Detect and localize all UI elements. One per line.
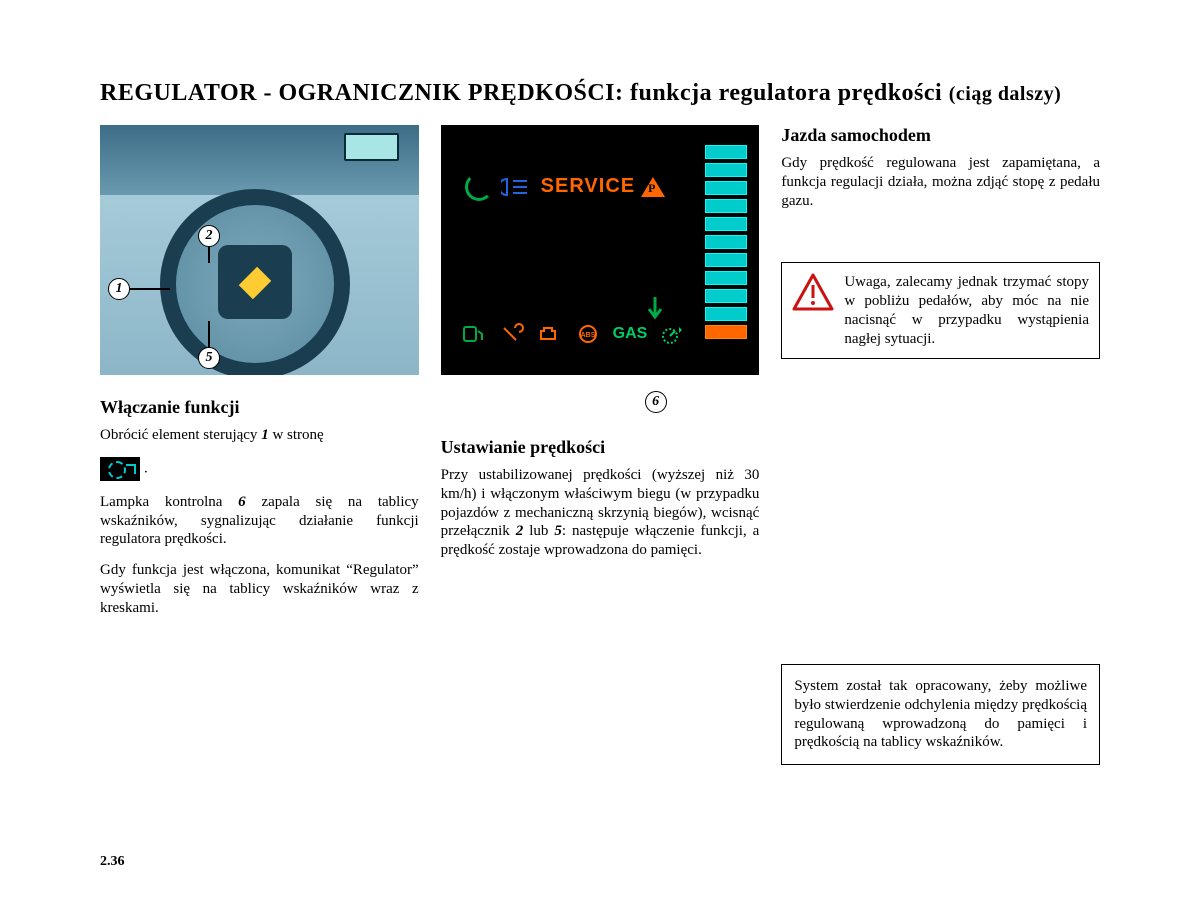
- col1-para-2: Lampka kontrolna 6 zapala się na tablicy…: [100, 493, 419, 549]
- col3-para-1: Gdy prędkość regulowana jest zapamiętana…: [781, 154, 1100, 210]
- column-2: SERVICE P: [441, 125, 760, 765]
- title-main: REGULATOR - OGRANICZNIK PRĘDKOŚCI: funkc…: [100, 80, 942, 106]
- svg-text:ABS: ABS: [580, 332, 595, 339]
- callout-badge-1: 1: [108, 278, 130, 300]
- service-row: SERVICE P: [541, 175, 665, 198]
- warning-box: Uwaga, zalecamy jednak trzymać stopy w p…: [781, 262, 1100, 359]
- col1-para-3: Gdy funkcja jest włączona, komunikat “Re…: [100, 561, 419, 617]
- column-1: 1 2 5 Włączanie funkcji Obrócić element …: [100, 125, 419, 765]
- bar-icon: [705, 217, 747, 231]
- icon-row: ABS GAS: [461, 323, 686, 345]
- cruise-speedometer-icon: [100, 457, 140, 481]
- info-box: System został tak opracowany, żeby możli…: [781, 664, 1100, 765]
- engine-icon: [537, 323, 563, 345]
- bar-icon: [705, 289, 747, 303]
- service-label: SERVICE: [541, 175, 635, 198]
- parking-warning-icon: P: [641, 177, 665, 197]
- col3-heading: Jazda samochodem: [781, 125, 1100, 146]
- indicator-icon: [465, 173, 493, 201]
- callout-line: [208, 245, 210, 263]
- wrench-icon: [499, 323, 525, 345]
- abs-icon: ABS: [575, 323, 601, 345]
- bar-icon: [705, 253, 747, 267]
- col2-heading: Ustawianie prędkości: [441, 437, 760, 458]
- high-beam-icon: [501, 175, 531, 199]
- page-title: REGULATOR - OGRANICZNIK PRĘDKOŚCI: funkc…: [100, 80, 1100, 107]
- content-columns: 1 2 5 Włączanie funkcji Obrócić element …: [100, 125, 1100, 765]
- col1-icon-line: .: [100, 457, 419, 481]
- dashboard-figure: SERVICE P: [441, 125, 760, 375]
- manual-page: REGULATOR - OGRANICZNIK PRĘDKOŚCI: funkc…: [0, 0, 1200, 805]
- col2-para-1: Przy ustabilizowanej prędkości (wyższej …: [441, 466, 760, 560]
- col1-heading: Włączanie funkcji: [100, 397, 419, 418]
- dash-screen: [344, 133, 399, 161]
- callout-badge-2: 2: [198, 225, 220, 247]
- column-3: Jazda samochodem Gdy prędkość regulowana…: [781, 125, 1100, 765]
- gas-label: GAS: [613, 325, 648, 343]
- page-number: 2.36: [100, 854, 125, 870]
- callout-badge-6: 6: [645, 391, 667, 413]
- bar-icon: [705, 307, 747, 321]
- cruise-indicator-icon: [659, 323, 685, 345]
- bar-icon: [705, 271, 747, 285]
- arrow-down-icon: [641, 295, 669, 323]
- bar-icon: [705, 235, 747, 249]
- fuel-icon: [461, 323, 487, 345]
- steering-wheel-figure: 1 2 5: [100, 125, 419, 375]
- title-suffix: (ciąg dalszy): [949, 83, 1062, 105]
- warning-triangle-icon: [792, 273, 834, 311]
- callout-badge-5: 5: [198, 347, 220, 369]
- bar-icon: [705, 181, 747, 195]
- callout-line: [208, 321, 210, 349]
- warning-text: Uwaga, zalecamy jednak trzymać stopy w p…: [844, 273, 1089, 348]
- bar-icon: [705, 199, 747, 213]
- col1-para-1: Obrócić element sterujący 1 w stronę: [100, 426, 419, 445]
- bar-icon: [705, 163, 747, 177]
- callout-line: [656, 345, 658, 375]
- level-bars: [705, 145, 747, 339]
- bar-icon: [705, 145, 747, 159]
- bar-icon: [705, 325, 747, 339]
